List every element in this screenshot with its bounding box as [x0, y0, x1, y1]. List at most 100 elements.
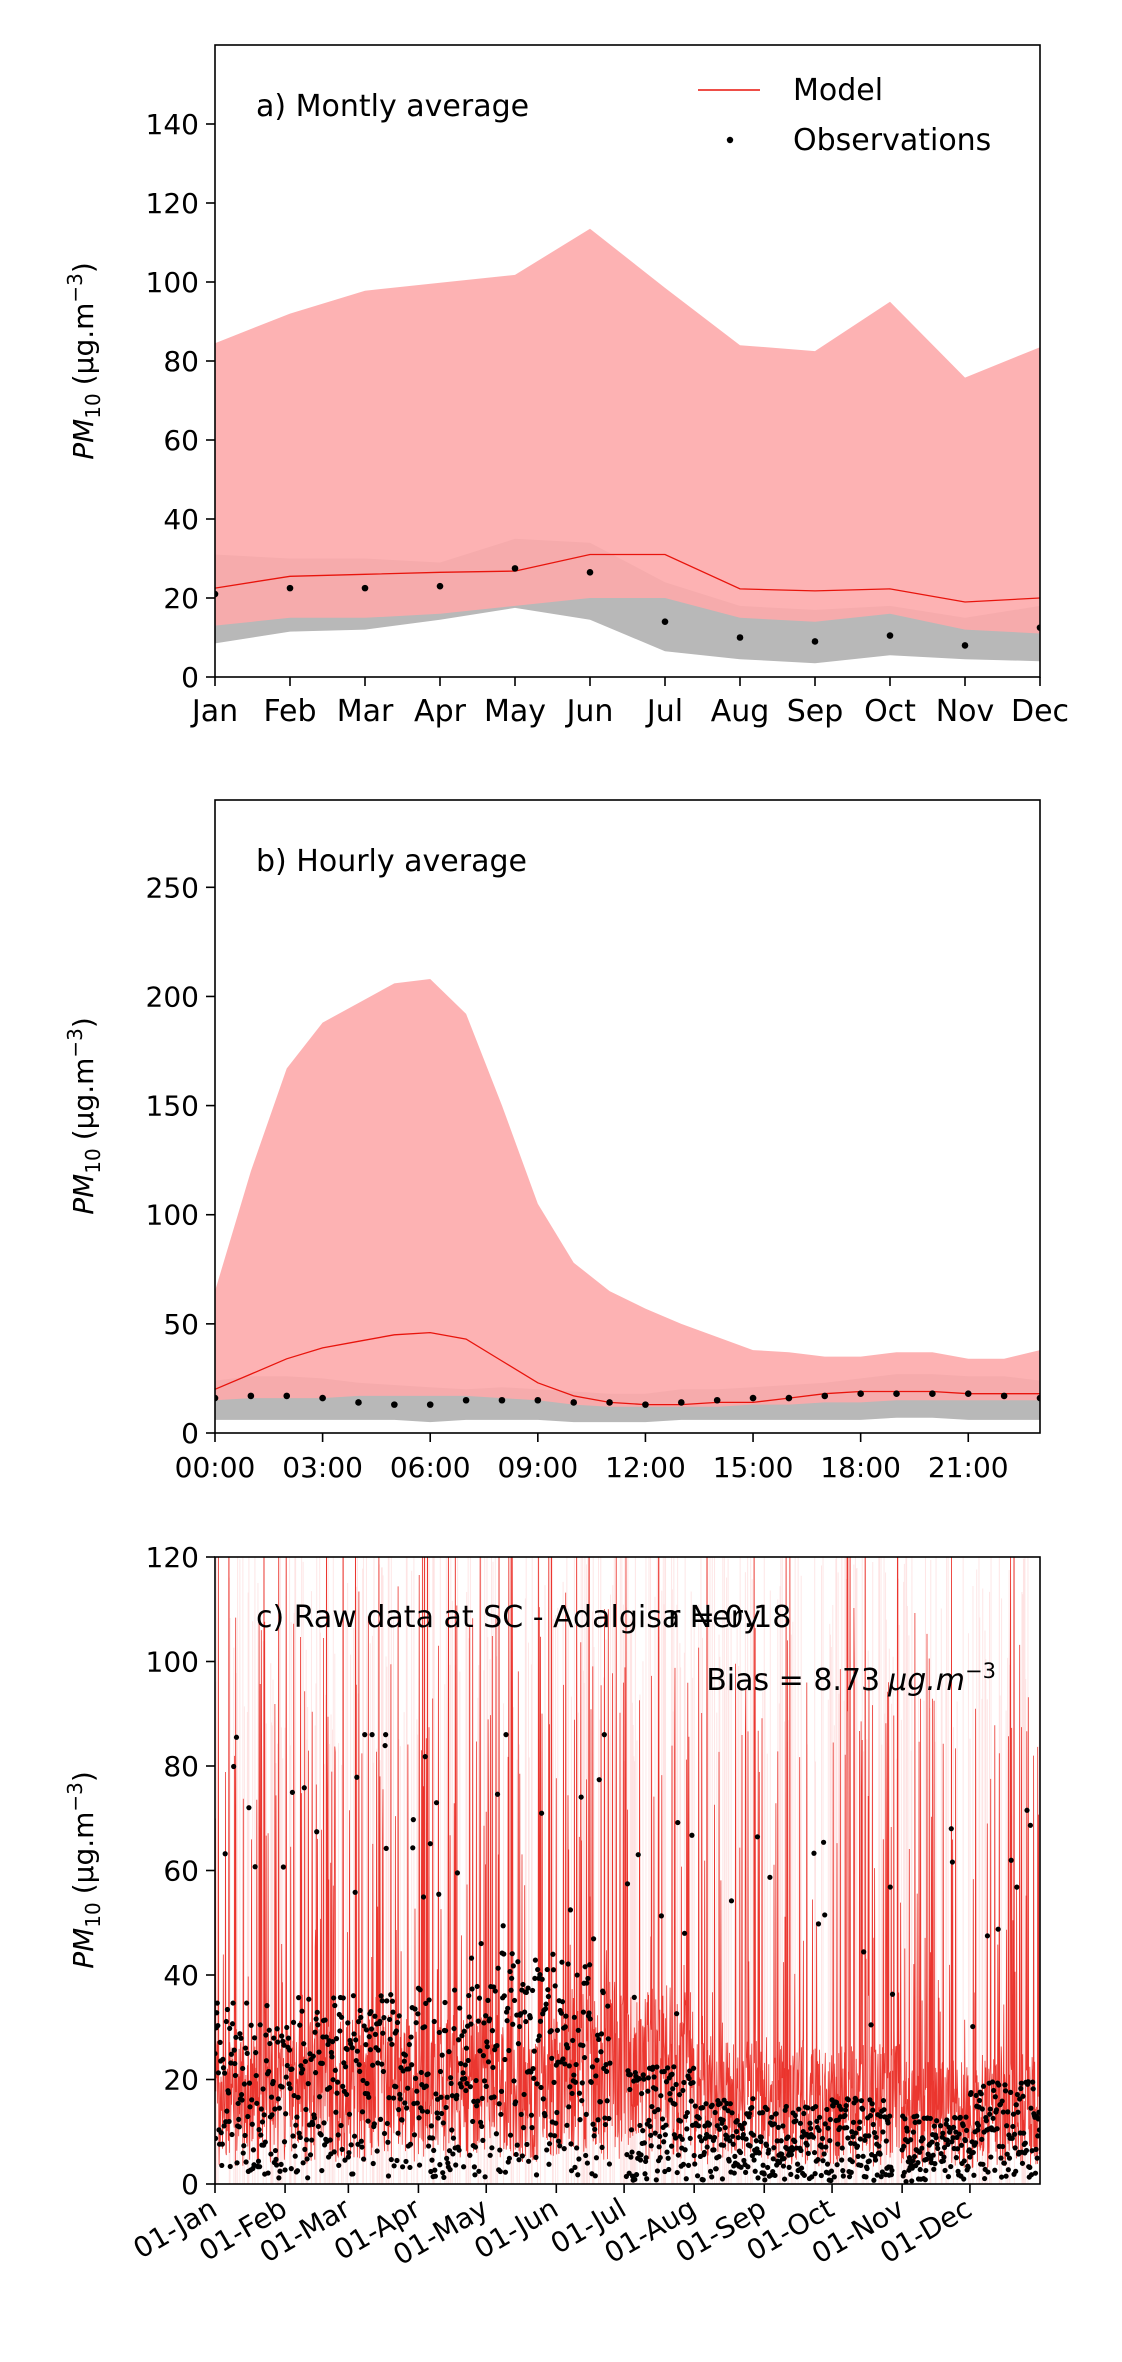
- obs-point: [599, 2144, 605, 2151]
- obs-point: [987, 2106, 993, 2112]
- obs-point: [426, 1401, 434, 1408]
- obs-point: [390, 2009, 396, 2015]
- obs-point: [264, 2003, 270, 2009]
- obs-point: [331, 1995, 337, 2001]
- obs-point: [930, 2152, 936, 2158]
- obs-point: [661, 2068, 667, 2075]
- obs-point: [998, 2174, 1005, 2180]
- a-y-tick-label: 40: [163, 503, 199, 536]
- obs-point: [606, 2115, 612, 2122]
- obs-point: [1025, 2079, 1031, 2085]
- obs-point: [467, 2084, 474, 2090]
- obs-point: [901, 2169, 907, 2176]
- obs-point: [261, 2112, 267, 2118]
- obs-point: [379, 1998, 385, 2004]
- obs-point: [937, 2123, 944, 2129]
- obs-point: [319, 1394, 326, 1402]
- obs-point: [333, 2109, 339, 2115]
- obs-point: [598, 2049, 604, 2055]
- obs-point: [691, 2152, 697, 2159]
- obs-point: [736, 634, 744, 641]
- obs-point: [554, 2109, 560, 2116]
- obs-point: [288, 2166, 294, 2172]
- obs-point: [274, 2026, 280, 2032]
- obs-point: [848, 2140, 854, 2146]
- obs-point: [335, 2132, 341, 2138]
- panel-b-ylabel-close: ): [67, 1017, 100, 1028]
- obs-point: [506, 2155, 513, 2161]
- obs-point: [741, 2120, 748, 2126]
- obs-point: [821, 2151, 827, 2157]
- obs-point: [794, 2174, 800, 2180]
- obs-point: [605, 2003, 611, 2009]
- obs-point: [509, 1975, 515, 1981]
- obs-point: [788, 2171, 794, 2177]
- panel-c-bias-value: Bias = 8.73: [706, 1663, 880, 1698]
- obs-point: [484, 2044, 490, 2050]
- obs-point: [683, 2113, 689, 2120]
- obs-point: [468, 1955, 475, 1961]
- obs-point: [560, 2056, 566, 2062]
- obs-point: [734, 2118, 740, 2124]
- obs-point: [302, 2146, 308, 2152]
- obs-point: [498, 1396, 506, 1404]
- obs-point: [650, 2064, 656, 2070]
- obs-point: [519, 2153, 525, 2159]
- obs-point: [872, 2157, 879, 2163]
- obs-point: [988, 2154, 994, 2160]
- panel-a-monthly: 0 20 40 60 80 100 120 140 Jan Feb Mar Apr May Jun Jul…: [63, 44, 1069, 729]
- obs-point: [242, 2045, 249, 2051]
- obs-point: [871, 2130, 878, 2136]
- obs-point: [271, 2035, 277, 2041]
- obs-point: [737, 2149, 744, 2156]
- obs-point: [381, 2130, 388, 2137]
- obs-point: [475, 2018, 481, 2024]
- obs-point: [664, 2149, 670, 2155]
- obs-point: [257, 2164, 263, 2170]
- obs-point: [811, 638, 819, 645]
- obs-point: [809, 2174, 815, 2180]
- obs-point: [593, 2073, 599, 2079]
- obs-point: [407, 2141, 414, 2147]
- obs-point: [407, 2164, 413, 2171]
- obs-point: [780, 2163, 787, 2169]
- obs-point: [1009, 2135, 1015, 2141]
- obs-point: [935, 2145, 941, 2151]
- obs-point: [662, 2132, 668, 2138]
- obs-point: [357, 2007, 363, 2014]
- obs-point: [406, 2066, 412, 2072]
- obs-point: [492, 1988, 498, 1994]
- obs-point: [636, 2076, 642, 2082]
- obs-point: [1024, 1807, 1030, 1813]
- panel-b-plot-area: [215, 979, 1040, 1423]
- obs-point: [370, 2062, 376, 2068]
- obs-point: [296, 2130, 302, 2136]
- obs-point: [527, 2015, 533, 2021]
- obs-point: [466, 2014, 472, 2020]
- obs-point: [637, 2122, 643, 2129]
- obs-point: [530, 2065, 536, 2072]
- obs-point: [728, 1898, 735, 1904]
- obs-point: [652, 2130, 658, 2136]
- obs-point: [501, 1993, 507, 1999]
- obs-point: [853, 2130, 859, 2136]
- obs-point: [591, 2133, 597, 2139]
- a-y-tick-label: 140: [146, 108, 199, 141]
- obs-point: [1036, 624, 1040, 631]
- panel-a-ylabel: PM10 (μg.m−3): [63, 262, 105, 460]
- obs-point: [733, 2128, 740, 2135]
- obs-point: [565, 1961, 571, 1967]
- obs-point: [970, 2149, 976, 2156]
- obs-point: [249, 2121, 255, 2127]
- obs-point: [240, 2065, 246, 2072]
- obs-point: [729, 2110, 735, 2116]
- obs-point: [568, 2141, 574, 2147]
- obs-point: [390, 2095, 397, 2101]
- obs-point: [425, 2071, 431, 2077]
- obs-point: [494, 2043, 500, 2049]
- obs-point: [569, 2090, 575, 2097]
- obs-point: [1014, 1884, 1020, 1890]
- obs-point: [850, 2134, 856, 2140]
- obs-point: [346, 2150, 352, 2156]
- obs-point: [439, 2052, 445, 2058]
